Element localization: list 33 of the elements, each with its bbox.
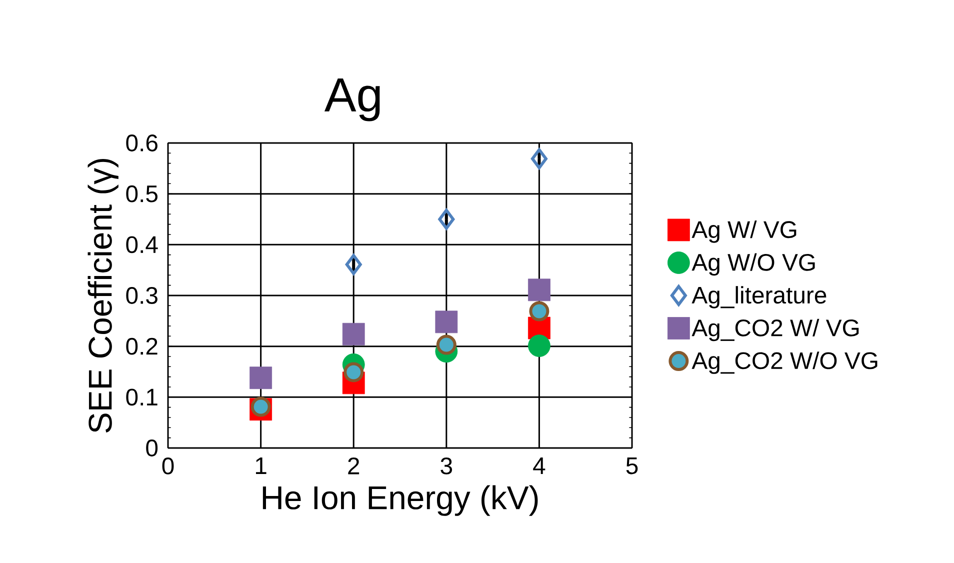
x-tick-label: 4 (533, 458, 546, 474)
y-tick-label: 0.1 (126, 388, 158, 406)
x-tick-label: 5 (626, 458, 638, 474)
point (435, 310, 458, 334)
point (528, 334, 550, 358)
legend-label: Ag_CO2 W/ VG (692, 318, 859, 342)
legend-label: Ag_CO2 W/O VG (692, 352, 878, 374)
point (530, 148, 548, 170)
legend-label: Ag W/ VG (692, 220, 796, 243)
y-tick-label: 0.3 (126, 287, 158, 304)
y-tick-label: 0.4 (126, 236, 158, 254)
y-tick-label: 0 (146, 440, 158, 456)
point (436, 334, 456, 355)
x-tick-label: 2 (348, 458, 360, 474)
point (345, 254, 362, 275)
chart-title: Ag (324, 78, 380, 122)
y-tick-label: 0.6 (126, 134, 158, 152)
point (344, 362, 364, 382)
x-axis-title: He Ion Energy (kV) (262, 485, 538, 516)
y-tick-label: 0.2 (126, 338, 158, 355)
x-tick-label: 1 (256, 458, 266, 474)
y-tick-label: 0.5 (126, 185, 158, 202)
point (529, 301, 550, 322)
x-tick-label: 0 (162, 458, 174, 474)
y-axis-title: SEE Coefficient (γ) (88, 159, 118, 433)
point (250, 366, 272, 390)
point (250, 396, 271, 417)
point (438, 208, 455, 230)
x-tick-label: 3 (440, 458, 452, 474)
point (528, 278, 550, 302)
point (342, 322, 365, 346)
legend-label: Ag_literature (692, 286, 826, 308)
legend-label: Ag W/O VG (692, 253, 815, 276)
